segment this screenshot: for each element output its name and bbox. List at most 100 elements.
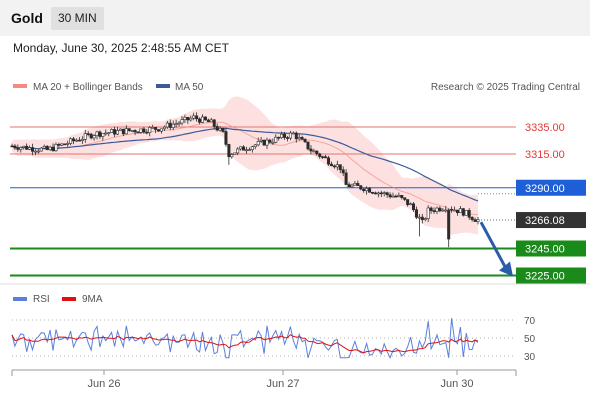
candle-body xyxy=(72,138,76,142)
candle-body xyxy=(60,143,64,146)
candle-body xyxy=(432,210,436,212)
level-label-3290.00: 3290.00 xyxy=(525,183,565,195)
candle-body xyxy=(391,195,395,198)
candle-body xyxy=(218,127,222,131)
candle-body xyxy=(171,123,175,128)
candle-body xyxy=(423,218,427,221)
candle-body xyxy=(51,146,55,152)
level-tag-3245.00 xyxy=(516,240,586,257)
candle-body xyxy=(16,147,20,150)
candle-body xyxy=(110,129,114,133)
candle-body xyxy=(379,192,383,195)
candle-body xyxy=(66,143,70,145)
candle-body xyxy=(113,129,117,135)
candle-body xyxy=(256,141,260,146)
candle-body xyxy=(116,130,120,135)
candle-body xyxy=(145,131,149,134)
candle-body xyxy=(271,141,275,144)
candle-body xyxy=(239,146,243,150)
level-label-3315.00: 3315.00 xyxy=(525,149,565,161)
candle-body xyxy=(332,165,336,168)
candle-body xyxy=(285,137,289,139)
candle-body xyxy=(104,132,108,135)
candle-body xyxy=(201,116,205,123)
rsi-tick-50: 50 xyxy=(524,334,536,345)
candle-body xyxy=(277,136,281,139)
candle-body xyxy=(118,128,122,131)
candle-body xyxy=(136,131,140,134)
candle-body xyxy=(365,188,369,192)
candle-body xyxy=(92,135,96,139)
ma20-line xyxy=(11,121,479,216)
candle-body xyxy=(327,157,331,165)
rsi-tick-70: 70 xyxy=(524,316,536,327)
candle-body xyxy=(359,185,363,190)
candle-body xyxy=(303,139,307,143)
bollinger-band-fill xyxy=(12,96,478,235)
candle-body xyxy=(83,133,87,140)
candle-body xyxy=(89,133,93,139)
rsi-legend-swatch xyxy=(13,297,27,301)
chart-timestamp: Monday, June 30, 2025 2:48:55 AM CET xyxy=(13,41,229,55)
candle-body xyxy=(221,127,225,132)
candle-body xyxy=(130,130,134,132)
forecast-arrow-head xyxy=(499,261,513,277)
level-tag-3225.00 xyxy=(516,267,586,284)
ma50-legend-swatch xyxy=(156,84,170,88)
candle-body xyxy=(224,131,228,145)
candle-body xyxy=(291,132,295,135)
candle-body xyxy=(329,163,333,167)
candle-body xyxy=(426,207,430,219)
candle-body xyxy=(397,195,401,197)
candle-body xyxy=(180,119,184,124)
candle-body xyxy=(162,126,166,130)
candle-body xyxy=(189,117,193,121)
candle-body xyxy=(215,126,219,131)
level-label-3245.00: 3245.00 xyxy=(525,244,565,256)
candle-body xyxy=(394,195,398,198)
candle-body xyxy=(250,146,254,150)
candle-body xyxy=(206,119,210,123)
candle-body xyxy=(151,127,155,129)
candle-body xyxy=(198,118,202,123)
candle-body xyxy=(297,137,301,140)
candle-body xyxy=(435,207,439,212)
candle-body xyxy=(347,184,351,188)
candle-body xyxy=(31,147,35,152)
candle-body xyxy=(344,172,348,185)
candle-body xyxy=(412,203,416,211)
candle-body xyxy=(338,164,342,171)
candle-body xyxy=(253,144,257,147)
candle-body xyxy=(192,115,196,119)
candle-body xyxy=(247,149,251,151)
rsi-panel: 70 50 30 xyxy=(11,316,536,363)
candle-body xyxy=(133,130,137,133)
candle-body xyxy=(470,216,474,220)
timeframe-button[interactable]: 30 MIN xyxy=(51,7,104,30)
candle-body xyxy=(455,209,459,214)
candle-body xyxy=(370,192,374,194)
ma50-line xyxy=(11,127,479,202)
candle-body xyxy=(447,209,451,240)
candle-body xyxy=(236,148,240,154)
candle-body xyxy=(186,116,190,121)
candle-body xyxy=(417,216,421,219)
last-price-tag xyxy=(516,212,586,229)
candle-body xyxy=(48,146,52,150)
candle-body xyxy=(139,128,143,133)
candle-body xyxy=(42,146,46,149)
candle-body xyxy=(142,128,146,133)
level-label-3335.00: 3335.00 xyxy=(525,122,565,134)
candle-body xyxy=(400,195,404,198)
candle-body xyxy=(403,197,407,200)
candle-body xyxy=(25,145,29,150)
candle-body xyxy=(385,192,389,196)
level-label-3225.00: 3225.00 xyxy=(525,271,565,283)
copyright-text: Research © 2025 Trading Central xyxy=(431,82,580,93)
candle-body xyxy=(458,208,462,214)
candle-body xyxy=(165,122,169,128)
rsi-ma-line xyxy=(11,334,479,354)
bollinger-legend-swatch xyxy=(13,84,27,88)
candle-body xyxy=(324,156,328,159)
